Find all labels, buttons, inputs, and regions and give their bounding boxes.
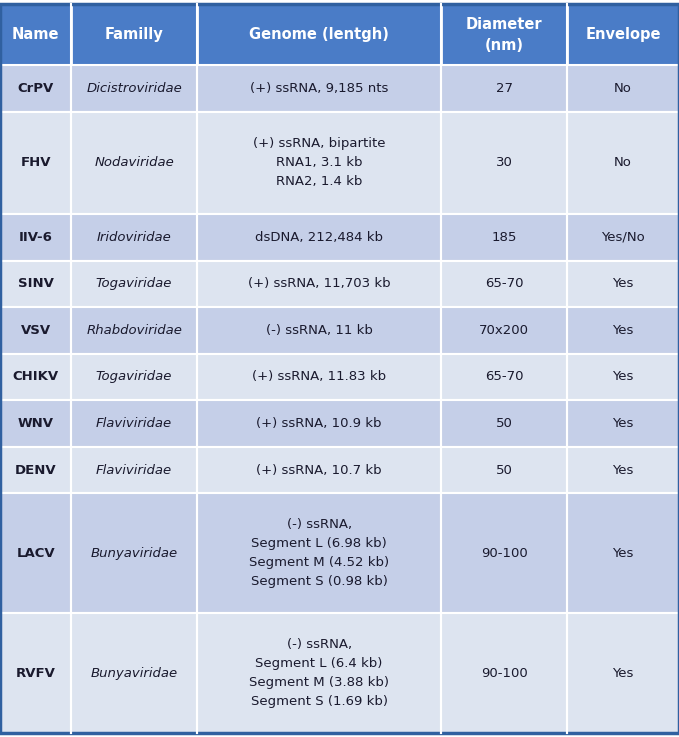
Text: Yes: Yes	[612, 666, 634, 680]
Bar	[0, 354, 679, 400]
Text: Yes: Yes	[612, 547, 634, 559]
Text: WNV: WNV	[18, 417, 54, 430]
Text: (-) ssRNA,
Segment L (6.98 kb)
Segment M (4.52 kb)
Segment S (0.98 kb): (-) ssRNA, Segment L (6.98 kb) Segment M…	[249, 518, 389, 588]
Text: (-) ssRNA, 11 kb: (-) ssRNA, 11 kb	[265, 324, 373, 337]
Text: 30: 30	[496, 156, 513, 170]
Text: Dicistroviridae: Dicistroviridae	[86, 83, 182, 95]
Text: Iridoviridae: Iridoviridae	[96, 231, 172, 244]
Text: No: No	[614, 156, 632, 170]
Text: 50: 50	[496, 464, 513, 477]
Text: Nodaviridae: Nodaviridae	[94, 156, 174, 170]
Bar	[0, 66, 679, 112]
Bar	[0, 4, 71, 66]
Text: Diameter
(nm): Diameter (nm)	[466, 17, 543, 53]
Text: 27: 27	[496, 83, 513, 95]
Text: Yes: Yes	[612, 417, 634, 430]
Text: DENV: DENV	[15, 464, 56, 477]
Text: Flaviviridae: Flaviviridae	[96, 417, 172, 430]
Text: (+) ssRNA, 10.9 kb: (+) ssRNA, 10.9 kb	[257, 417, 382, 430]
Text: IIV-6: IIV-6	[19, 231, 52, 244]
Bar	[0, 307, 679, 354]
Text: (+) ssRNA, 10.7 kb: (+) ssRNA, 10.7 kb	[256, 464, 382, 477]
Text: 70x200: 70x200	[479, 324, 529, 337]
Text: (+) ssRNA, 9,185 nts: (+) ssRNA, 9,185 nts	[250, 83, 388, 95]
Text: Rhabdoviridae: Rhabdoviridae	[86, 324, 182, 337]
Text: Flaviviridae: Flaviviridae	[96, 464, 172, 477]
Bar	[567, 4, 679, 66]
Text: SINV: SINV	[18, 277, 54, 290]
Text: 90-100: 90-100	[481, 547, 528, 559]
Text: (+) ssRNA, 11.83 kb: (+) ssRNA, 11.83 kb	[252, 371, 386, 383]
Bar	[0, 400, 679, 447]
Text: 65-70: 65-70	[485, 277, 524, 290]
Text: Genome (lentgh): Genome (lentgh)	[249, 27, 389, 42]
Bar	[0, 112, 679, 214]
Text: No: No	[614, 83, 632, 95]
Text: FHV: FHV	[20, 156, 51, 170]
Text: Familly: Familly	[105, 27, 164, 42]
Text: Togaviridae: Togaviridae	[96, 277, 172, 290]
Bar	[0, 261, 679, 307]
Bar	[441, 4, 567, 66]
Bar	[0, 493, 679, 613]
Text: 50: 50	[496, 417, 513, 430]
Text: Bunyaviridae: Bunyaviridae	[90, 547, 178, 559]
Text: 185: 185	[492, 231, 517, 244]
Bar	[0, 613, 679, 733]
Text: Yes: Yes	[612, 371, 634, 383]
Text: 90-100: 90-100	[481, 666, 528, 680]
Text: CrPV: CrPV	[18, 83, 54, 95]
Text: Name: Name	[12, 27, 59, 42]
Bar	[0, 447, 679, 493]
Text: Yes: Yes	[612, 277, 634, 290]
Bar	[0, 214, 679, 261]
Text: Yes: Yes	[612, 324, 634, 337]
Text: RVFV: RVFV	[16, 666, 56, 680]
Text: Yes: Yes	[612, 464, 634, 477]
Bar	[197, 4, 441, 66]
Bar	[71, 4, 197, 66]
Text: dsDNA, 212,484 kb: dsDNA, 212,484 kb	[255, 231, 383, 244]
Text: VSV: VSV	[20, 324, 51, 337]
Text: Envelope: Envelope	[585, 27, 661, 42]
Text: (+) ssRNA, bipartite
RNA1, 3.1 kb
RNA2, 1.4 kb: (+) ssRNA, bipartite RNA1, 3.1 kb RNA2, …	[253, 138, 386, 189]
Text: Togaviridae: Togaviridae	[96, 371, 172, 383]
Text: (+) ssRNA, 11,703 kb: (+) ssRNA, 11,703 kb	[248, 277, 390, 290]
Text: CHIKV: CHIKV	[13, 371, 58, 383]
Text: (-) ssRNA,
Segment L (6.4 kb)
Segment M (3.88 kb)
Segment S (1.69 kb): (-) ssRNA, Segment L (6.4 kb) Segment M …	[249, 638, 389, 708]
Text: Bunyaviridae: Bunyaviridae	[90, 666, 178, 680]
Text: Yes/No: Yes/No	[601, 231, 645, 244]
Text: LACV: LACV	[16, 547, 55, 559]
Text: 65-70: 65-70	[485, 371, 524, 383]
